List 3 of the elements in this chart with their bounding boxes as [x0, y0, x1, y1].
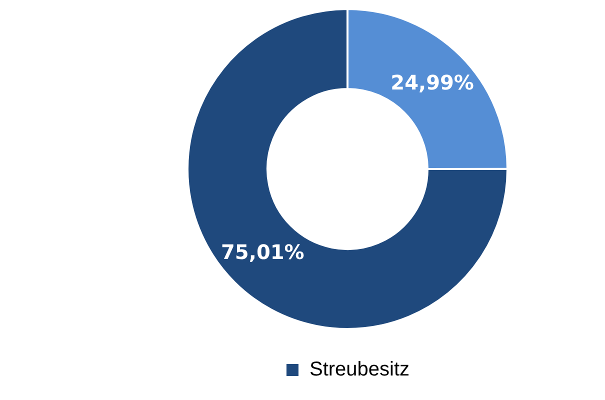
legend-label: Streubesitz: [309, 358, 410, 381]
data-label: 24,99%: [390, 70, 474, 94]
data-label: 75,01%: [221, 240, 304, 264]
